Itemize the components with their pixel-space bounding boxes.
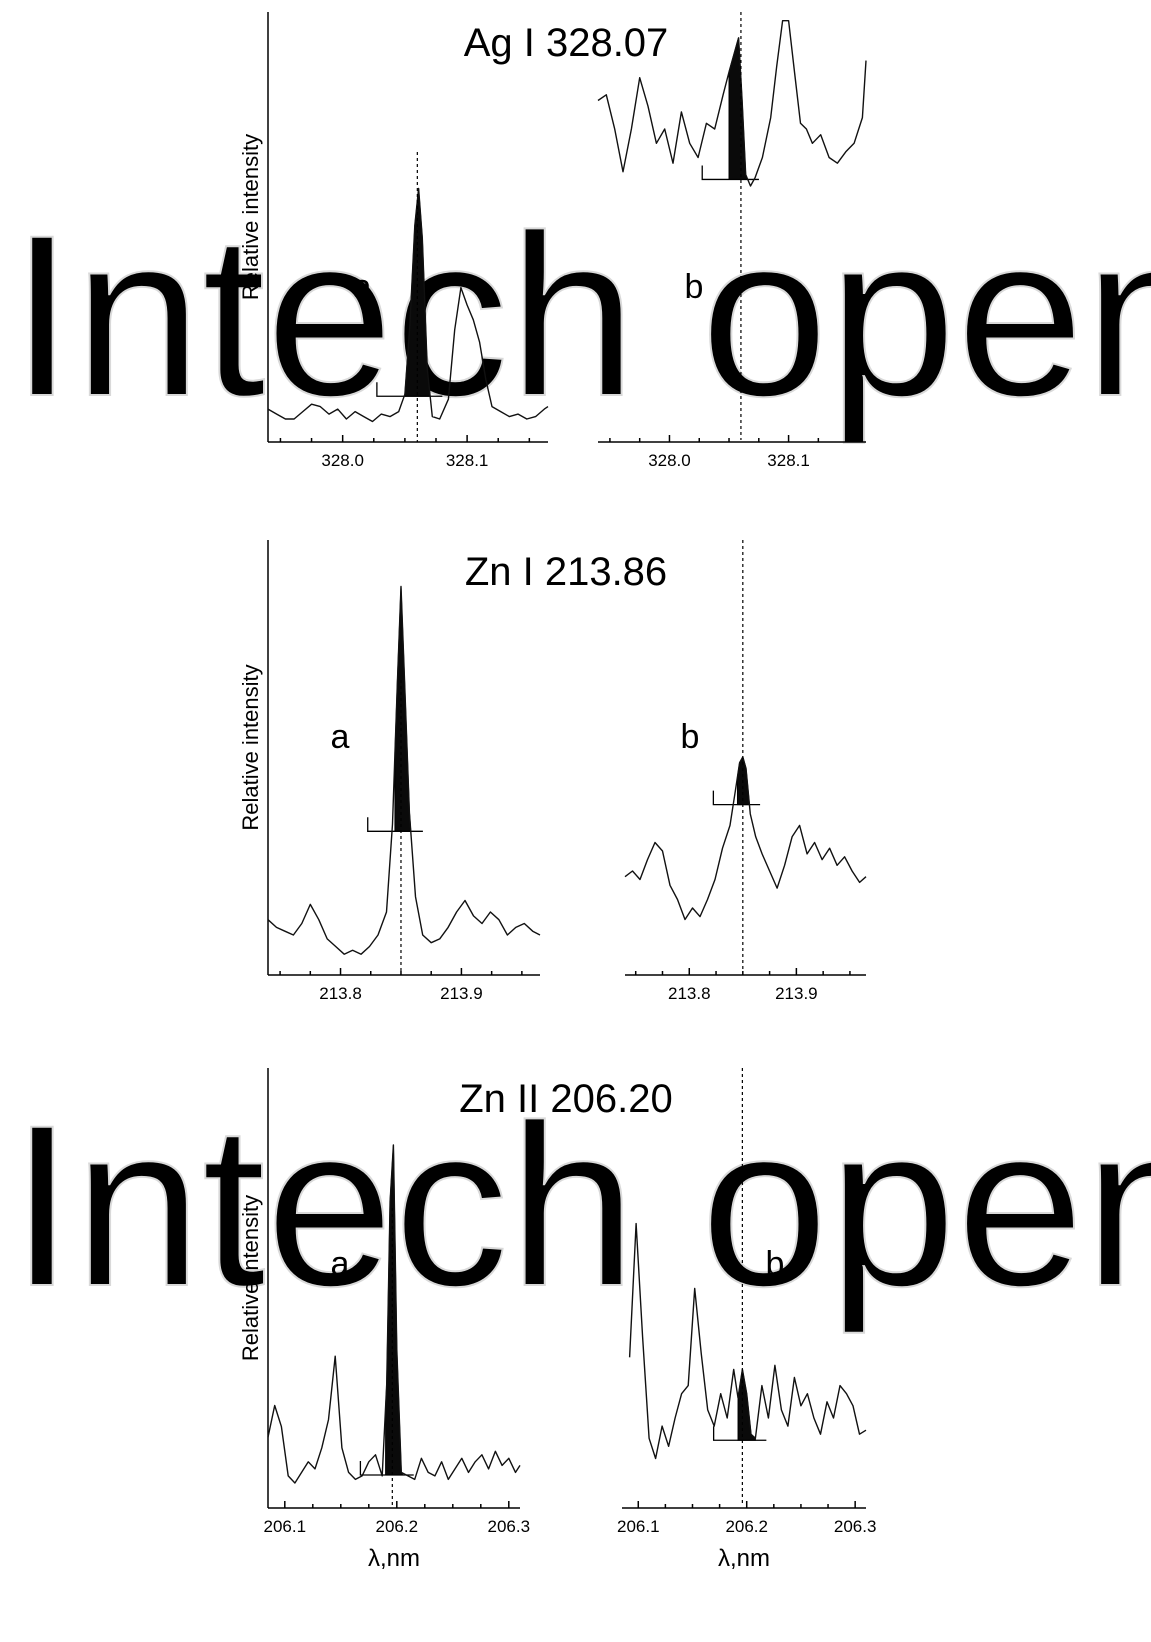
panel-letter: a [331, 1245, 350, 1283]
y-axis-label: Relative intensity [238, 134, 263, 300]
panel-letter: b [685, 268, 704, 306]
x-tick-label: 206.1 [264, 1517, 307, 1536]
panel-title: Zn II 206.20 [459, 1077, 672, 1121]
x-tick-label: 206.1 [617, 1517, 660, 1536]
baseline-marker [359, 1460, 414, 1476]
panel-title: Zn I 213.86 [465, 550, 667, 594]
panel-1: 328.0 328.1 Relative intensity Ag I 328.07 a [238, 12, 668, 470]
panels: 328.0 328.1 Relative intensity Ag I 328.07 a… [238, 12, 876, 1572]
watermark-text-bottom: Intech open [10, 1077, 1151, 1334]
panel-2: 328.0 328.1 b [597, 12, 867, 470]
panel-letter: a [353, 268, 372, 306]
x-tick-label: 213.9 [440, 984, 483, 1003]
x-tick-label: 213.8 [668, 984, 711, 1003]
panel-4: 213.8 213.9 b [624, 540, 867, 1003]
watermark: Intech open Intech open [9, 186, 1151, 1335]
x-tick-label: 206.2 [376, 1517, 419, 1536]
x-tick-label: 213.8 [319, 984, 362, 1003]
spectrum-line [624, 756, 867, 921]
baseline-marker [367, 817, 423, 832]
spectrum-line [628, 1222, 867, 1460]
panel-3: 213.8 213.9 Relative intensity Zn I 213.86 a [238, 540, 667, 1003]
baseline-marker [712, 1426, 767, 1441]
x-axis-label: λ,nm [368, 1545, 420, 1572]
panel-5: 206.1 206.2 206.3 Relative intensity λ,nm Zn … [238, 1068, 673, 1572]
x-tick-label: 206.2 [725, 1517, 768, 1536]
x-tick-label: 328.1 [767, 451, 810, 470]
x-tick-label: 206.3 [834, 1517, 877, 1536]
panel-letter: a [331, 718, 350, 756]
spectrum-line [267, 585, 541, 955]
x-tick-label: 328.0 [321, 451, 364, 470]
x-axis-label: λ,nm [718, 1545, 770, 1572]
spectrum-line [267, 187, 549, 423]
spectrum-line [597, 20, 867, 187]
x-tick-label: 206.3 [488, 1517, 531, 1536]
y-axis-label: Relative intensity [238, 664, 263, 830]
panel-6: 206.1 206.2 206.3 λ,nm b [617, 1068, 876, 1572]
panel-title: Ag I 328.07 [464, 21, 669, 65]
baseline-marker [701, 165, 759, 181]
baseline-marker [712, 790, 761, 806]
panel-letter: b [766, 1245, 785, 1283]
spectrum-line [267, 1144, 521, 1484]
y-axis-label: Relative intensity [238, 1195, 263, 1361]
watermark-text-top: Intech open [10, 187, 1151, 444]
baseline-marker [376, 382, 443, 397]
x-tick-label: 328.0 [648, 451, 691, 470]
panel-letter: b [681, 718, 700, 756]
x-tick-label: 328.1 [446, 451, 489, 470]
x-tick-label: 213.9 [775, 984, 818, 1003]
